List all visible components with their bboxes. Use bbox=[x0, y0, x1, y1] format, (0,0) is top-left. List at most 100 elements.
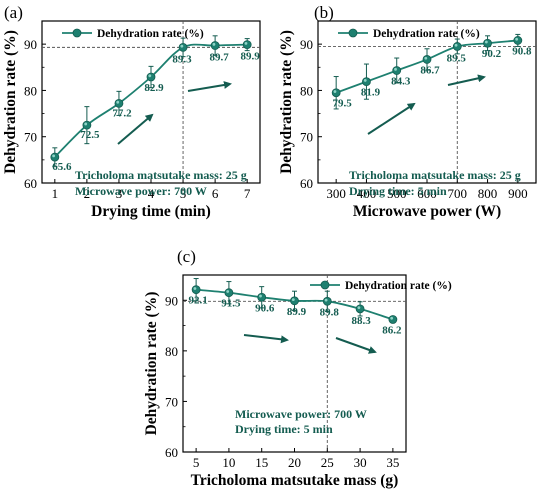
data-point bbox=[82, 120, 92, 130]
data-label: 89.8 bbox=[320, 306, 340, 318]
panel-label: (c) bbox=[177, 247, 196, 266]
data-point-highlight bbox=[84, 122, 88, 126]
y-tick-label: 60 bbox=[165, 445, 178, 460]
data-point bbox=[191, 285, 201, 295]
data-label: 72.5 bbox=[80, 129, 100, 141]
data-label: 82.9 bbox=[144, 82, 164, 94]
data-point bbox=[290, 296, 299, 306]
x-tick-label: 5 bbox=[180, 186, 187, 201]
y-tick-label: 80 bbox=[24, 83, 37, 98]
data-point bbox=[388, 315, 398, 324]
data-point-highlight bbox=[291, 298, 295, 301]
y-tick-label: 70 bbox=[165, 394, 178, 409]
y-axis-label: Dehydration rate (%) bbox=[2, 30, 19, 174]
data-point bbox=[178, 42, 188, 52]
annotation-text: Microwave power: 700 W bbox=[235, 407, 367, 421]
x-tick-label: 4 bbox=[148, 186, 155, 201]
data-point-highlight bbox=[244, 42, 248, 45]
x-axis-label: Drying time (min) bbox=[91, 203, 211, 220]
data-point bbox=[146, 72, 156, 82]
data-label: 84.3 bbox=[391, 76, 411, 88]
data-label: 91.5 bbox=[221, 298, 241, 310]
x-tick-label: 300 bbox=[326, 186, 346, 201]
trend-arrow bbox=[243, 334, 289, 344]
legend-label: Dehydration rate (%) bbox=[345, 280, 452, 292]
legend-label: Dehydration rate (%) bbox=[373, 28, 480, 40]
y-tick-label: 70 bbox=[24, 130, 37, 145]
data-point bbox=[362, 77, 371, 87]
data-label: 88.3 bbox=[351, 315, 371, 327]
x-axis-label: Microwave power (W) bbox=[353, 203, 501, 220]
x-tick-label: 15 bbox=[255, 455, 268, 470]
data-point bbox=[392, 66, 402, 75]
x-tick-label: 6 bbox=[212, 186, 219, 201]
x-tick-label: 1 bbox=[52, 186, 59, 201]
trend-arrow bbox=[187, 81, 232, 92]
data-label: 89.9 bbox=[287, 306, 307, 318]
y-axis-label: Dehydration rate (%) bbox=[278, 30, 295, 174]
data-point bbox=[242, 40, 252, 50]
data-point-highlight bbox=[324, 298, 328, 302]
x-tick-label: 600 bbox=[417, 186, 437, 201]
data-point bbox=[50, 152, 60, 162]
trend-arrow bbox=[367, 102, 416, 135]
data-label: 89.7 bbox=[209, 52, 229, 64]
legend-marker bbox=[72, 28, 82, 38]
data-point-highlight bbox=[52, 154, 56, 158]
legend-marker bbox=[348, 28, 358, 38]
data-label: 92.1 bbox=[188, 295, 207, 307]
data-point-highlight bbox=[454, 43, 458, 47]
x-tick-label: 2 bbox=[84, 186, 91, 201]
x-tick-label: 10 bbox=[222, 455, 235, 470]
data-point bbox=[114, 98, 124, 108]
trend-arrow bbox=[335, 337, 377, 354]
x-tick-label: 25 bbox=[321, 455, 334, 470]
trend-arrow bbox=[117, 113, 154, 145]
y-axis-label: Dehydration rate (%) bbox=[143, 292, 160, 436]
y-tick-label: 90 bbox=[165, 293, 178, 308]
data-point-highlight bbox=[259, 294, 262, 298]
legend-label: Dehydration rate (%) bbox=[97, 28, 204, 40]
trend-arrow bbox=[447, 74, 486, 86]
data-point-highlight bbox=[226, 290, 230, 293]
legend-marker bbox=[320, 280, 330, 290]
data-point bbox=[452, 42, 462, 51]
x-tick-label: 700 bbox=[448, 186, 468, 201]
data-point bbox=[331, 88, 341, 98]
y-tick-label: 80 bbox=[300, 83, 313, 98]
data-point bbox=[483, 38, 492, 48]
data-point-highlight bbox=[193, 287, 197, 290]
data-point-highlight bbox=[212, 42, 216, 46]
data-label: 90.2 bbox=[482, 48, 502, 60]
data-point-highlight bbox=[515, 37, 519, 41]
chart-panel-2: (b) 60 70 80 90 300 400 500 600 700 800 900 Microwav… bbox=[278, 3, 537, 220]
y-tick-label: 70 bbox=[300, 130, 313, 145]
panel-label: (b) bbox=[314, 3, 334, 22]
annotation-text: Drying time: 5 min bbox=[349, 184, 447, 198]
x-tick-label: 3 bbox=[116, 186, 123, 201]
data-label: 86.2 bbox=[382, 325, 402, 337]
data-label: 79.5 bbox=[333, 98, 353, 110]
chart-panel-1: (a) 60 70 80 90 1 2 3 4 5 6 7 Drying time (min) Dehyd… bbox=[2, 3, 261, 220]
data-label: 89.5 bbox=[447, 52, 467, 64]
x-tick-label: 400 bbox=[357, 186, 377, 201]
x-tick-label: 20 bbox=[288, 455, 301, 470]
x-tick-label: 900 bbox=[508, 186, 528, 201]
data-label: 90.6 bbox=[255, 302, 275, 314]
annotation-text: Microwave power: 700 W bbox=[75, 184, 207, 198]
data-point-highlight bbox=[116, 100, 120, 104]
panel-label: (a) bbox=[4, 3, 23, 22]
data-point-highlight bbox=[394, 67, 397, 71]
data-label: 89.9 bbox=[241, 51, 261, 63]
x-tick-label: 800 bbox=[478, 186, 498, 201]
data-label: 86.7 bbox=[420, 64, 440, 76]
chart-panel-3: (c) 60 70 80 90 5 10 15 20 25 30 35 Tricholoma matsu… bbox=[143, 247, 452, 489]
y-tick-label: 60 bbox=[300, 176, 313, 191]
y-tick-label: 60 bbox=[24, 176, 37, 191]
x-tick-label: 7 bbox=[244, 186, 251, 201]
annotation-text: Tricholoma matsutake mass: 25 g bbox=[349, 168, 521, 182]
y-tick-label: 90 bbox=[300, 37, 313, 52]
data-point-highlight bbox=[390, 316, 394, 320]
y-tick-label: 80 bbox=[165, 344, 178, 359]
